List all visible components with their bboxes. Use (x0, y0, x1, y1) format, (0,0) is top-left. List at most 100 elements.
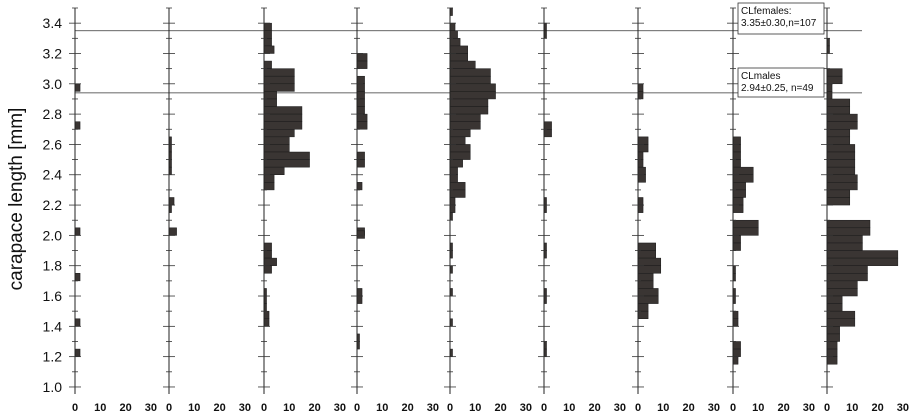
annotation-text: 3.35±0.30,n=107 (741, 18, 817, 29)
x-tick-label: 20 (308, 402, 320, 414)
histogram-bar (826, 68, 843, 77)
histogram-bar (732, 197, 744, 206)
histogram-bar (263, 250, 272, 259)
histogram-bar (732, 144, 741, 153)
annotation-text: CLmales (741, 71, 780, 82)
histogram-bar (826, 98, 851, 107)
histogram-bar (356, 83, 365, 92)
histogram-bar (637, 136, 649, 145)
histogram-bar (732, 204, 744, 213)
histogram-bar (826, 219, 871, 229)
histogram-bar (826, 182, 858, 191)
x-tick-label: 30 (334, 402, 346, 414)
histogram-bar (543, 129, 552, 138)
histogram-bar (263, 91, 277, 100)
histogram-bar (826, 189, 851, 198)
histogram-bar (732, 189, 746, 198)
x-tick-label: 20 (777, 402, 789, 414)
x-tick-label: 20 (401, 402, 413, 414)
histogram-bar (263, 30, 272, 39)
histogram-bar (356, 53, 368, 62)
histogram-bar (732, 227, 759, 236)
histogram-bar (732, 348, 741, 357)
histogram-bar (263, 166, 285, 175)
histogram-bar (263, 136, 290, 145)
x-tick-label: 30 (803, 402, 815, 414)
histogram-bar (356, 75, 365, 85)
histogram-bar (263, 151, 310, 160)
histogram-bar (263, 121, 303, 130)
histogram-bar (732, 182, 746, 191)
histogram-bar (826, 159, 856, 168)
histogram-bar (826, 235, 863, 244)
histogram-bar (826, 151, 856, 160)
histogram-bar (826, 318, 856, 327)
x-tick-label: 20 (871, 402, 883, 414)
histogram-bar (637, 83, 644, 92)
histogram-bar (449, 189, 466, 198)
histogram-bar (356, 151, 365, 160)
x-tick-label: 10 (563, 402, 575, 414)
histogram-bar (637, 310, 649, 320)
histogram-bar (263, 68, 295, 77)
histogram-bar (449, 91, 496, 100)
histogram-bar (637, 280, 654, 289)
histogram-bar (263, 60, 272, 69)
histogram-bar (826, 166, 856, 175)
histogram-bar (449, 53, 468, 62)
histogram-bar (449, 197, 456, 206)
histogram-bar (826, 136, 851, 145)
histogram-bar (263, 182, 275, 191)
histogram-bar (356, 295, 363, 304)
histogram-bar (74, 83, 81, 92)
histogram-bar (732, 356, 739, 365)
histogram-bar (449, 151, 471, 160)
x-tick-label: 30 (708, 402, 720, 414)
annotation-box (737, 67, 825, 98)
y-tick-label: 1.8 (43, 258, 63, 274)
histogram-bar (263, 22, 272, 31)
histogram-bar (449, 30, 458, 39)
histogram-bar (74, 348, 81, 357)
histogram-bar (263, 83, 295, 92)
histogram-bar (637, 166, 646, 175)
histogram-bar (732, 166, 754, 175)
histogram-bar (449, 121, 481, 130)
histogram-bar (637, 197, 644, 206)
histogram-bar (637, 151, 644, 160)
annotation-box (737, 2, 825, 35)
histogram-bar (263, 106, 303, 115)
histogram-bar (826, 333, 840, 342)
histogram-bar (449, 144, 471, 153)
x-tick-label: 10 (376, 402, 388, 414)
y-tick-label: 1.4 (43, 318, 63, 334)
x-tick-label: 20 (213, 402, 225, 414)
histogram-bar (356, 121, 368, 130)
histogram-bar (263, 113, 303, 122)
histogram-bar (263, 174, 275, 183)
histogram-bar (449, 38, 461, 47)
histogram-bar (826, 288, 858, 297)
histogram-bar (263, 242, 272, 251)
histogram-bar (168, 197, 175, 206)
y-tick-label: 1.0 (43, 379, 63, 395)
histogram-bar (356, 91, 365, 100)
histogram-bar (74, 273, 81, 282)
histogram-bar (826, 303, 843, 312)
x-tick-label: 0 (824, 402, 830, 414)
histogram-bar (732, 242, 741, 251)
histogram-bar (826, 326, 840, 335)
histogram-bar (732, 341, 741, 350)
y-tick-label: 3.4 (43, 15, 63, 31)
histogram-bar (637, 174, 646, 183)
histogram-bar (826, 280, 858, 289)
histogram-bar (74, 227, 81, 236)
histogram-bar (168, 227, 177, 236)
histogram-bar (732, 174, 754, 183)
histogram-bar (637, 295, 659, 304)
y-tick-label: 3.0 (43, 76, 63, 92)
histogram-bar (637, 303, 649, 312)
histogram-bar (449, 182, 466, 191)
annotation-text: CLfemales: (741, 6, 792, 17)
histogram-bar (826, 295, 843, 304)
